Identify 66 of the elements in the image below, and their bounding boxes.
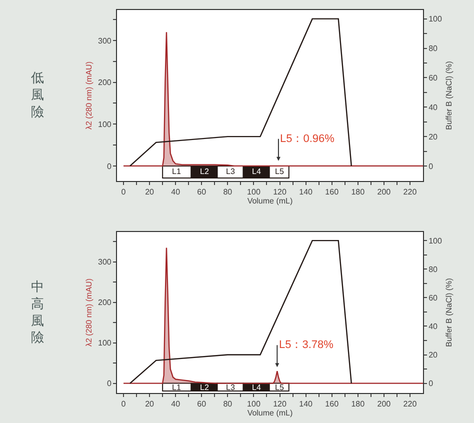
y2-tick-label: 80 (428, 264, 438, 274)
x-tick-label: 120 (273, 188, 287, 197)
band-label: L4 (252, 383, 262, 392)
y2-tick-label: 20 (428, 132, 438, 142)
x-tick-label: 220 (403, 188, 418, 197)
y2-tick-label: 0 (428, 162, 434, 171)
x-tick-label: 220 (403, 400, 418, 409)
y-tick-label: 300 (98, 36, 112, 46)
y2-tick-label: 0 (428, 379, 434, 388)
y-axis-title: λ2 (280 nm) (mAU) (84, 61, 94, 130)
x-tick-label: 120 (273, 400, 287, 409)
band-label: L4 (252, 167, 262, 176)
x-tick-label: 0 (121, 188, 126, 197)
annotation: L5：3.78% (279, 339, 334, 351)
y2-tick-label: 100 (428, 14, 442, 24)
y2-tick-label: 20 (428, 350, 438, 360)
y2-tick-label: 60 (428, 73, 438, 82)
x-axis-title: Volume (mL) (247, 408, 294, 418)
band-label: L5 (275, 383, 284, 392)
x-tick-label: 40 (171, 188, 181, 197)
x-tick-label: 40 (171, 400, 181, 409)
x-tick-label: 160 (325, 188, 340, 197)
band-label: L2 (200, 167, 210, 176)
x-tick-label: 80 (223, 188, 233, 197)
x-tick-label: 20 (145, 188, 155, 197)
x-tick-label: 60 (197, 188, 207, 197)
x-tick-label: 20 (145, 400, 155, 409)
x-tick-label: 0 (121, 400, 126, 409)
x-tick-label: 140 (299, 400, 314, 409)
y2-tick-label: 40 (428, 102, 438, 112)
line-series (129, 240, 352, 384)
x-tick-label: 200 (377, 188, 392, 197)
y-tick-label: 200 (98, 78, 112, 88)
band-label: L3 (226, 167, 236, 176)
y-tick-label: 100 (98, 120, 112, 129)
y-axis-title: λ2 (280 nm) (mAU) (84, 278, 94, 347)
text: 低風險 (31, 71, 44, 120)
x-tick-label: 80 (223, 400, 233, 409)
y-tick-label: 300 (98, 258, 112, 267)
x-tick-label: 140 (299, 188, 314, 197)
band-label: L5 (275, 167, 284, 176)
x-tick-label: 180 (351, 188, 366, 197)
x-tick-label: 60 (197, 400, 207, 409)
band-label: L3 (226, 383, 236, 392)
y2-tick-label: 80 (428, 44, 438, 54)
y2-tick-label: 60 (428, 293, 438, 302)
x-tick-label: 160 (325, 400, 340, 409)
annotation: L5：0.96% (280, 133, 335, 145)
x-tick-label: 100 (247, 400, 261, 409)
y-tick-label: 0 (106, 162, 112, 171)
y-tick-label: 0 (106, 379, 112, 388)
y-tick-label: 100 (98, 338, 112, 348)
x-tick-label: 100 (247, 188, 261, 197)
y-tick-label: 200 (98, 298, 112, 308)
x-tick-label: 200 (377, 400, 392, 409)
y2-tick-label: 100 (428, 236, 442, 246)
y2-axis-title: Buffer B (NaCl) (%) (444, 278, 454, 347)
band-label: L1 (172, 167, 182, 176)
y2-tick-label: 40 (428, 322, 438, 331)
x-axis-title: Volume (mL) (247, 196, 294, 206)
x-tick-label: 180 (351, 400, 366, 409)
band-label: L2 (200, 383, 210, 392)
line-series (129, 18, 352, 167)
y2-axis-title: Buffer B (NaCl) (%) (444, 60, 454, 130)
text: 中高風險 (31, 280, 44, 346)
band-label: L1 (172, 383, 182, 392)
